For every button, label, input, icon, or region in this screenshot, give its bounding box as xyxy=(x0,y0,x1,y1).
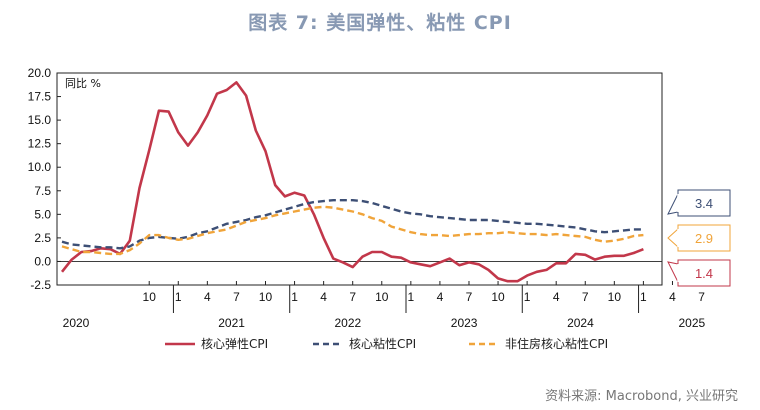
chart-title: 图表 7: 美国弹性、粘性 CPI xyxy=(248,12,512,34)
year-label: 2024 xyxy=(567,316,594,330)
x-tick-label: 4 xyxy=(553,290,560,304)
y-tick-label: 20.0 xyxy=(28,66,52,80)
year-label: 2023 xyxy=(451,316,478,330)
y-tick-label: 5.0 xyxy=(34,207,51,221)
x-tick-label: 4 xyxy=(669,290,676,304)
legend-label: 核心弹性CPI xyxy=(201,337,268,351)
series-layer xyxy=(60,81,644,283)
x-tick-label: 1 xyxy=(407,290,414,304)
year-label: 2020 xyxy=(63,316,90,330)
callout-value: 3.4 xyxy=(695,196,713,211)
x-tick-label: 1 xyxy=(291,290,298,304)
x-tick-label: 4 xyxy=(320,290,327,304)
y-tick-label: 12.5 xyxy=(28,137,52,151)
callout-value: 1.4 xyxy=(695,266,713,281)
axes: 20.0 17.5 15.0 12.5 10.0 7.5 5.0 2.5 0.0 -2.5 同比 %… xyxy=(28,66,706,330)
callout-box xyxy=(677,224,731,252)
x-tick-label: 1 xyxy=(524,290,531,304)
source-note: 资料来源: Macrobond, 兴业研究 xyxy=(545,389,738,404)
callout-pointer xyxy=(667,193,679,215)
y-tick-label: -2.5 xyxy=(30,278,51,292)
y-axis-label: 同比 % xyxy=(65,77,101,90)
y-tick-label: 2.5 xyxy=(34,231,51,245)
series-line-3 xyxy=(61,205,644,256)
x-tick-label: 7 xyxy=(466,290,473,304)
y-tick-label: 0.0 xyxy=(34,254,51,268)
x-tick-label: 10 xyxy=(259,290,273,304)
callout-layer: 3.4 2.9 1.4 xyxy=(667,189,731,287)
plot-frame xyxy=(56,72,663,286)
callout-pointer xyxy=(667,227,679,249)
y-tick-label: 7.5 xyxy=(34,184,51,198)
callout-value: 2.9 xyxy=(695,231,713,246)
callout-pointer xyxy=(667,261,679,283)
x-tick-label: 7 xyxy=(233,290,240,304)
y-tick-label: 17.5 xyxy=(28,90,52,104)
callout-3: 1.4 xyxy=(667,259,731,287)
legend-item-3: 非住房核心粘性CPI xyxy=(469,336,608,351)
legend-item-2: 核心粘性CPI xyxy=(313,336,416,351)
x-tick-label: 7 xyxy=(698,290,705,304)
year-label: 2021 xyxy=(218,316,245,330)
x-tick-label: 10 xyxy=(491,290,505,304)
series-line-2 xyxy=(61,198,644,250)
series-line-1 xyxy=(60,81,644,283)
x-tick-label: 4 xyxy=(437,290,444,304)
callout-2: 2.9 xyxy=(667,224,731,252)
legend-label: 核心粘性CPI xyxy=(349,336,416,351)
x-tick-label: 4 xyxy=(204,290,211,304)
callout-1: 3.4 xyxy=(667,189,731,217)
legend-label: 非住房核心粘性CPI xyxy=(505,336,608,351)
x-tick-label: 10 xyxy=(608,290,622,304)
year-label: 2022 xyxy=(335,316,362,330)
x-tick-label: 1 xyxy=(175,290,182,304)
x-tick-label: 7 xyxy=(349,290,356,304)
x-tick-label: 10 xyxy=(375,290,389,304)
legend: 核心弹性CPI 核心粘性CPI 非住房核心粘性CPI xyxy=(165,336,608,351)
y-tick-label: 15.0 xyxy=(28,113,52,127)
x-tick-label: 10 xyxy=(143,290,157,304)
year-label: 2025 xyxy=(678,316,705,330)
legend-item-1: 核心弹性CPI xyxy=(165,337,268,351)
x-tick-label: 1 xyxy=(640,290,647,304)
x-tick-label: 7 xyxy=(582,290,589,304)
y-tick-label: 10.0 xyxy=(28,160,52,174)
callout-box xyxy=(677,259,731,287)
